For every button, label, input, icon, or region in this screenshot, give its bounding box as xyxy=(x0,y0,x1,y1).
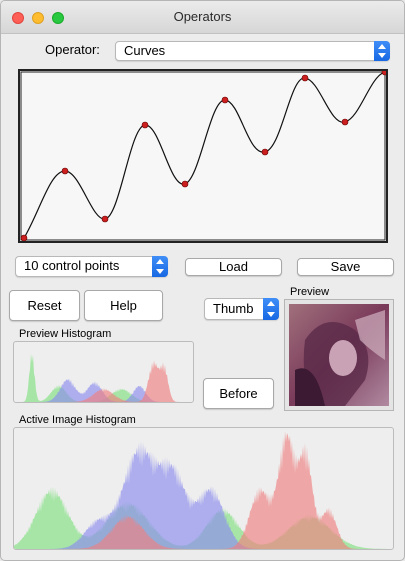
select-arrows-icon xyxy=(263,298,279,320)
save-button[interactable]: Save xyxy=(297,258,394,276)
window-title: Operators xyxy=(173,9,232,24)
before-button[interactable]: Before xyxy=(203,378,274,409)
control-point[interactable] xyxy=(20,234,28,241)
control-point[interactable] xyxy=(221,96,229,104)
curve-canvas[interactable] xyxy=(20,71,386,241)
help-button[interactable]: Help xyxy=(84,290,163,321)
preview-image xyxy=(289,304,389,406)
curve-line xyxy=(23,71,386,239)
blue-channel-area xyxy=(14,441,393,549)
zoom-window-button[interactable] xyxy=(52,12,64,24)
green-channel-area xyxy=(14,353,193,402)
thumb-select-value: Thumb xyxy=(213,301,254,316)
preview-histogram-title: Preview Histogram xyxy=(19,328,112,340)
preview-histogram xyxy=(13,341,194,403)
operator-select[interactable]: Curves xyxy=(115,41,390,61)
operator-select-value: Curves xyxy=(124,43,166,58)
preview-histogram-plot xyxy=(14,353,193,402)
select-arrows-icon xyxy=(152,256,168,277)
control-point[interactable] xyxy=(341,118,349,126)
control-point[interactable] xyxy=(181,180,189,188)
select-arrows-icon xyxy=(374,41,390,61)
control-point[interactable] xyxy=(381,71,386,76)
preview-label: Preview xyxy=(290,286,330,298)
close-window-button[interactable] xyxy=(12,12,24,24)
title-bar[interactable]: Operators xyxy=(1,1,404,34)
control-points-select[interactable]: 10 control points xyxy=(15,256,168,277)
thumb-select[interactable]: Thumb xyxy=(204,298,279,320)
control-point[interactable] xyxy=(261,148,269,156)
active-histogram-plot xyxy=(14,431,393,549)
active-image-histogram xyxy=(13,427,394,550)
red-channel-area xyxy=(14,360,193,402)
control-points-select-value: 10 control points xyxy=(24,258,120,273)
operator-label: Operator: xyxy=(45,42,100,57)
control-point[interactable] xyxy=(101,215,109,223)
control-point[interactable] xyxy=(61,167,69,175)
reset-button[interactable]: Reset xyxy=(9,290,80,321)
control-point[interactable] xyxy=(141,121,149,129)
load-button[interactable]: Load xyxy=(185,258,282,276)
curve-editor[interactable] xyxy=(18,69,388,243)
control-point[interactable] xyxy=(301,74,309,82)
red-channel-area xyxy=(14,431,393,549)
control-points xyxy=(20,71,386,241)
blue-channel-area xyxy=(14,378,193,402)
active-histogram-title: Active Image Histogram xyxy=(19,414,136,426)
preview-thumbnail xyxy=(284,299,394,411)
minimize-window-button[interactable] xyxy=(32,12,44,24)
